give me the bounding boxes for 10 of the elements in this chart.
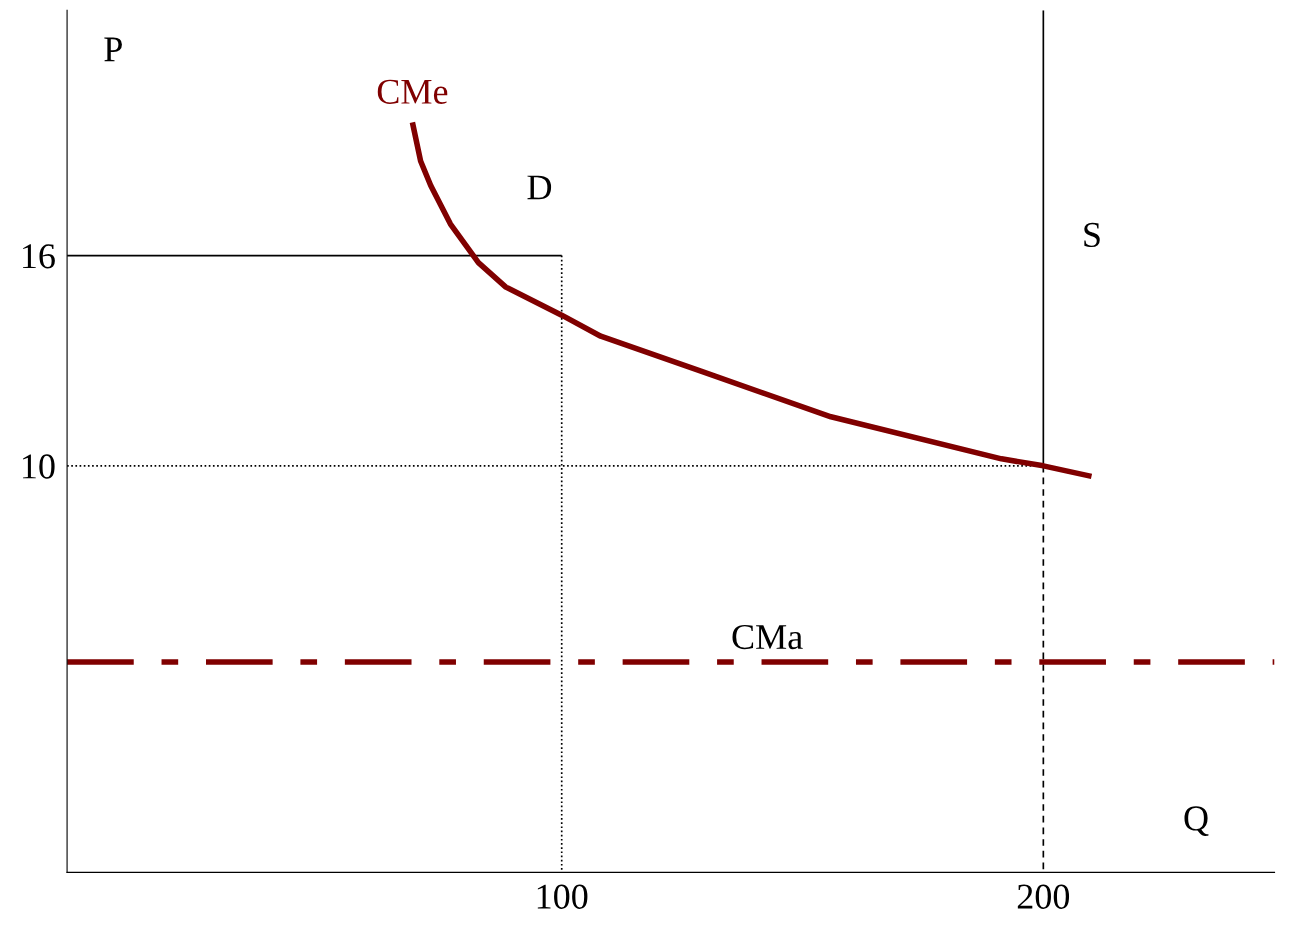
- x-tick-label: 200: [1017, 884, 1070, 909]
- y-tick-label: 10: [23, 454, 55, 479]
- series-label: S: [1084, 222, 1100, 248]
- y-tick-label: 16: [23, 244, 55, 269]
- y-axis-title: P: [104, 37, 122, 62]
- x-tick-label: 100: [537, 884, 588, 909]
- x-axis-title: Q: [1184, 806, 1209, 837]
- ref-line-label: CMa: [732, 624, 803, 650]
- series-label: CMe: [377, 79, 448, 104]
- series-label: D: [527, 175, 552, 200]
